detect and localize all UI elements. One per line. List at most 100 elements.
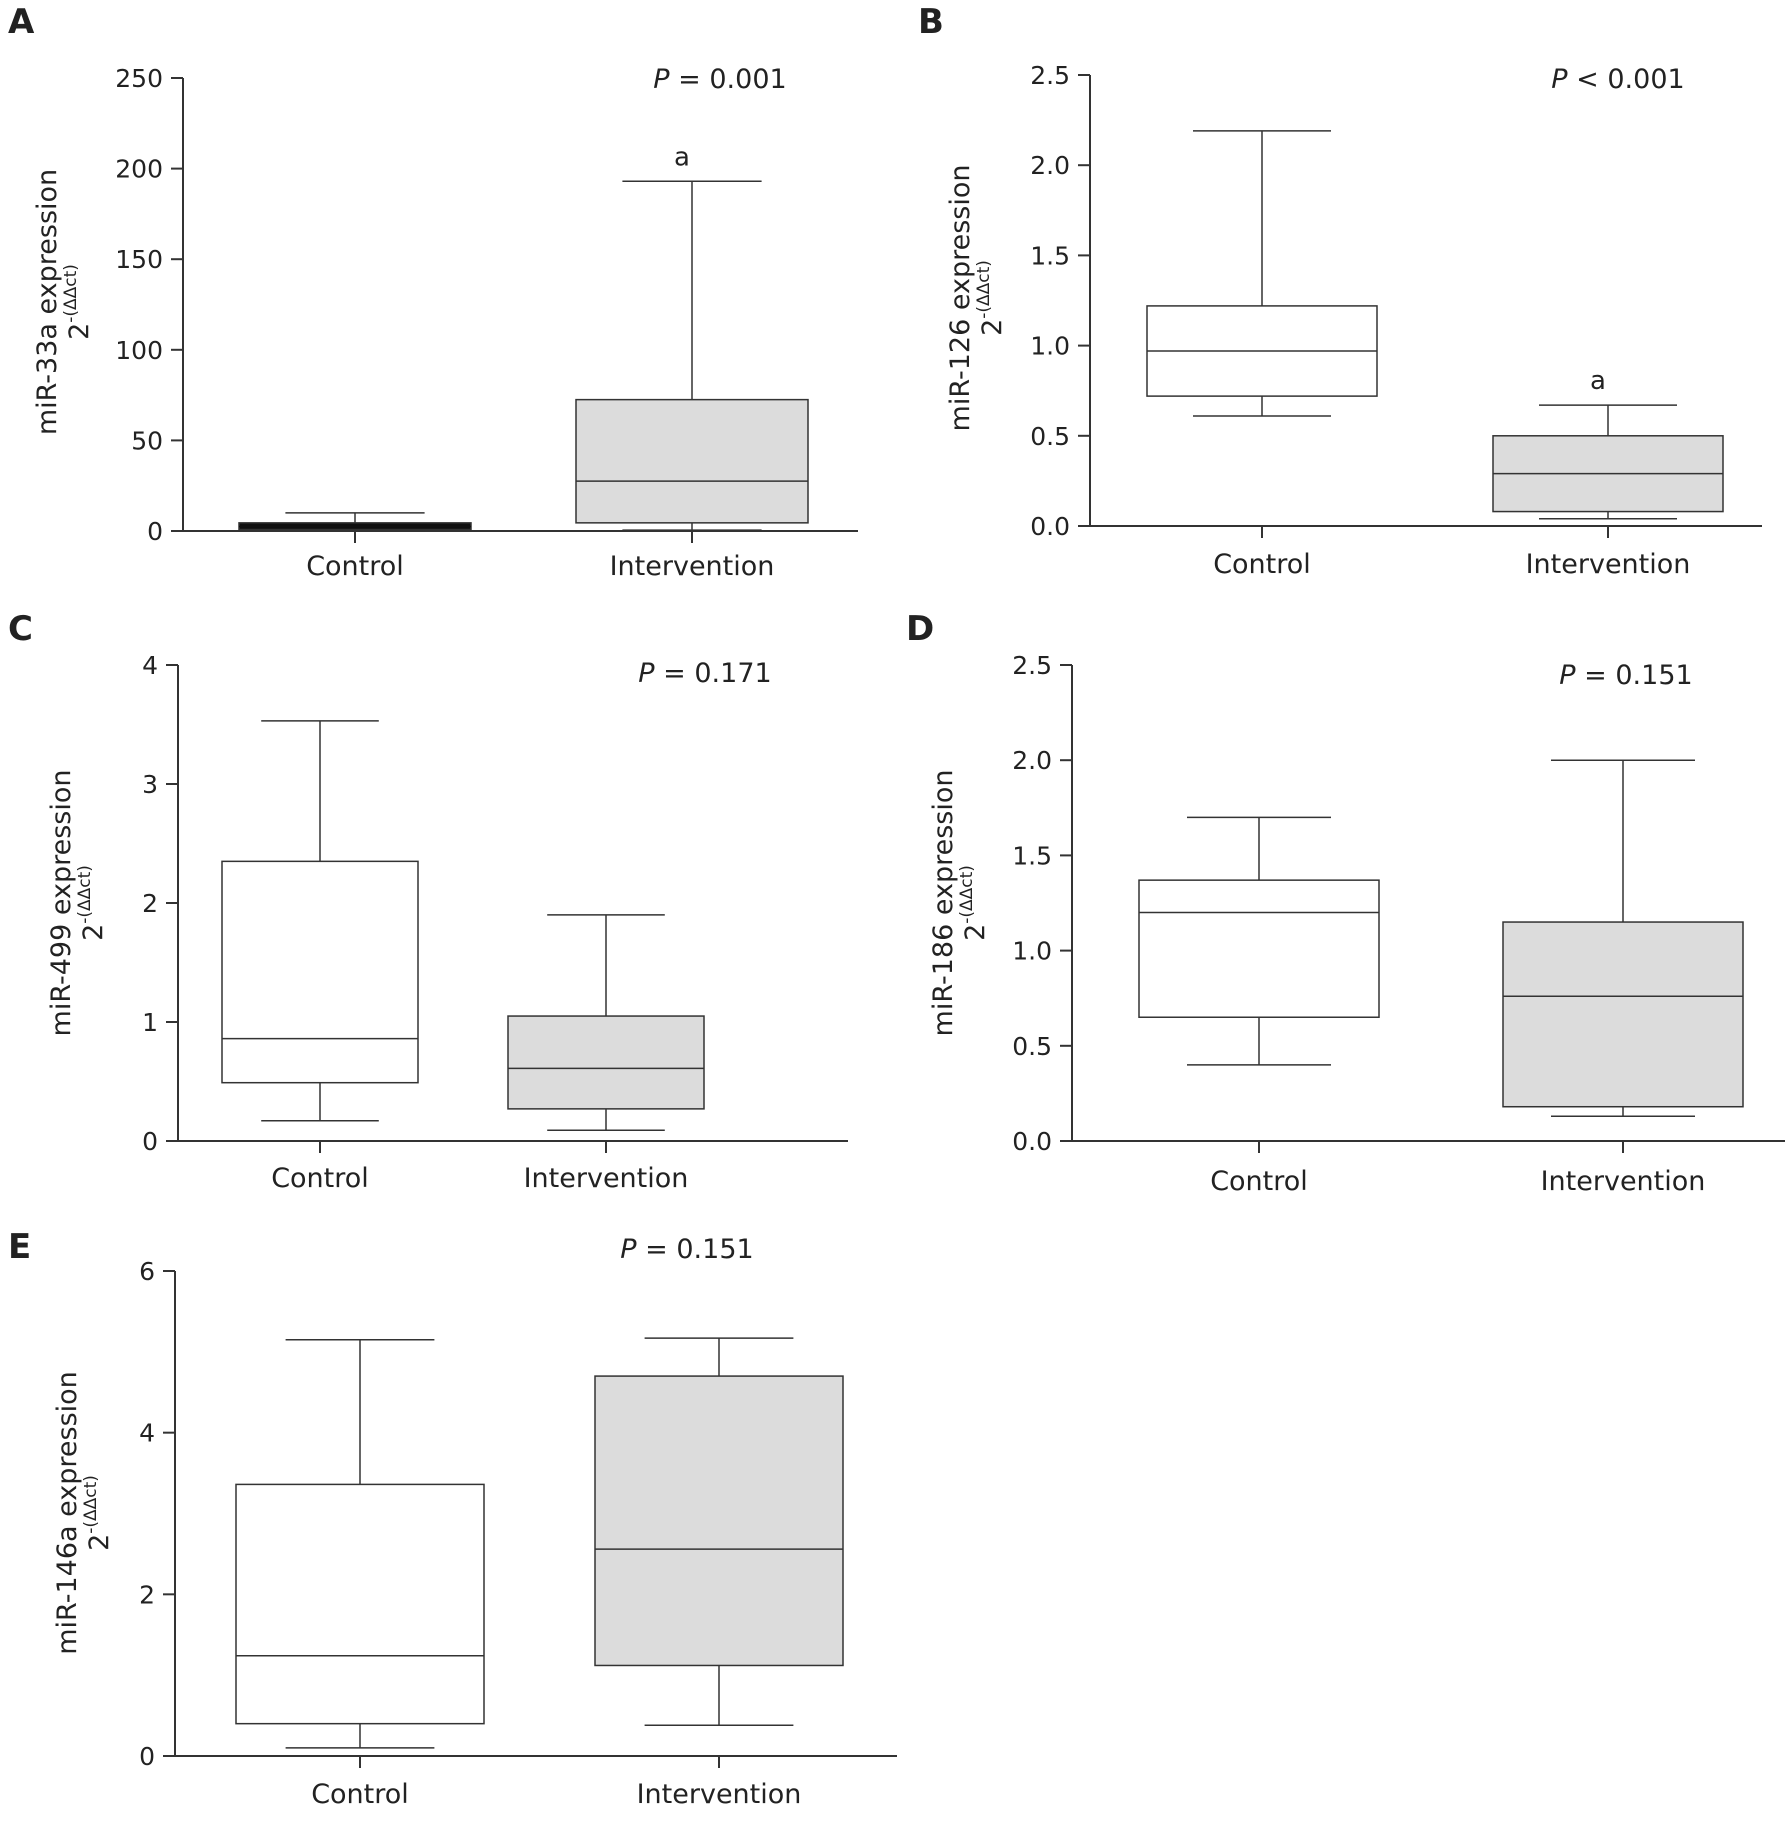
y-axis-formula: 2-(ΔΔct) [81,1475,115,1551]
formula-superscript: -(ΔΔct) [957,865,977,924]
significance-mark: a [674,142,690,172]
p-value-text: < 0.001 [1568,64,1685,95]
iqr-box [221,860,419,1084]
p-symbol: P [1551,64,1568,95]
y-tick-label: 1.5 [1012,841,1052,870]
x-category-label: Control [1210,1166,1308,1197]
y-axis-title: miR-146a expression [52,1371,83,1655]
y-tick-label: 0 [139,1742,155,1771]
panel-letter: C [8,609,33,649]
panel-letter: A [8,2,35,42]
y-axis-title: miR-499 expression [46,770,77,1037]
p-value-text: = 0.151 [1576,660,1693,691]
iqr-box [575,398,809,524]
y-axis-label: miR-499 expression 2-(ΔΔct) [46,770,109,1037]
p-symbol: P [620,1234,637,1265]
y-tick-label: 1.0 [1030,332,1070,361]
y-tick-label: 1.0 [1012,937,1052,966]
p-value-label: P = 0.151 [620,1234,753,1265]
y-tick-label: 200 [115,155,163,184]
box-intervention [1502,759,1744,1117]
box-intervention [507,914,705,1132]
x-category-label: Control [306,551,404,582]
box-control [1138,816,1380,1066]
y-axis-title: miR-33a expression [32,169,63,435]
y-tick-label: 2 [139,1580,155,1609]
box-intervention: a [575,142,809,531]
y-axis-label: miR-33a expression 2-(ΔΔct) [32,169,95,435]
y-axis-title: miR-126 expression [945,165,976,432]
y-tick-label: 150 [115,245,163,274]
panel-b: B 0.0 0.5 1.0 1.5 2.0 2.5 Control Intervention a P… [918,2,1762,580]
p-value-text: = 0.001 [670,64,787,95]
p-value-label: P = 0.171 [638,658,771,689]
y-axis-label: miR-126 expression 2-(ΔΔct) [945,165,1008,432]
box-intervention [594,1337,844,1727]
x-category-label: Control [1213,549,1311,580]
y-tick-label: 3 [142,770,158,799]
y-tick-label: 6 [139,1257,155,1286]
formula-superscript: -(ΔΔct) [81,1475,101,1534]
iqr-box [1502,921,1744,1108]
p-symbol: P [638,658,655,689]
x-category-label: Control [311,1779,409,1810]
y-tick-label: 0 [142,1127,158,1156]
p-value-label: P = 0.001 [653,64,786,95]
y-tick-label: 100 [115,336,163,365]
p-value-text: = 0.171 [655,658,772,689]
y-tick-label: 0.0 [1030,512,1070,541]
iqr-box [235,1483,485,1725]
y-tick-label: 0.5 [1012,1032,1052,1061]
significance-mark: a [1590,366,1606,396]
formula-base: 2 [960,924,991,941]
iqr-box [1138,879,1380,1018]
y-tick-label: 2.0 [1030,151,1070,180]
p-value-label: P = 0.151 [1559,660,1692,691]
y-axis-formula: 2-(ΔΔct) [974,260,1008,336]
y-tick-label: 50 [131,426,163,455]
p-symbol: P [1559,660,1576,691]
formula-superscript: -(ΔΔct) [75,865,95,924]
y-axis-formula: 2-(ΔΔct) [957,865,991,941]
panel-a: A 0 50 100 150 200 250 Control Intervention a P = … [8,2,858,582]
y-tick-label: 4 [139,1419,155,1448]
box-intervention: a [1492,366,1724,520]
y-tick-label: 2.5 [1012,651,1052,680]
y-tick-label: 4 [142,651,158,680]
formula-base: 2 [64,323,95,340]
x-category-label: Intervention [524,1163,689,1194]
iqr-box [594,1375,844,1667]
y-axis-formula: 2-(ΔΔct) [61,264,95,340]
panel-e: E 0 2 4 6 Control Intervention P = 0.151 miR-146… [8,1227,897,1810]
panel-letter: E [8,1227,31,1267]
y-tick-label: 0 [147,517,163,546]
x-category-label: Control [271,1163,369,1194]
box-control [235,1338,485,1749]
y-tick-label: 2.0 [1012,746,1052,775]
y-tick-label: 1.5 [1030,241,1070,270]
x-category-label: Intervention [637,1779,802,1810]
panel-c: C 0 1 2 3 4 Control Intervention P = 0.171 miR-49… [8,609,848,1194]
y-axis-label: miR-146a expression 2-(ΔΔct) [52,1371,115,1655]
panel-letter: B [918,2,944,42]
formula-superscript: -(ΔΔct) [974,260,994,319]
y-tick-label: 0.0 [1012,1127,1052,1156]
y-axis-title: miR-186 expression [928,770,959,1037]
iqr-box [507,1015,705,1110]
x-category-label: Intervention [1541,1166,1706,1197]
box-control [1146,130,1378,417]
p-value-label: P < 0.001 [1551,64,1684,95]
y-tick-label: 2.5 [1030,61,1070,90]
formula-superscript: -(ΔΔct) [61,264,81,323]
y-tick-label: 0.5 [1030,422,1070,451]
y-axis-formula: 2-(ΔΔct) [75,865,109,941]
formula-base: 2 [84,1534,115,1551]
y-tick-label: 2 [142,889,158,918]
y-tick-label: 250 [115,64,163,93]
p-value-text: = 0.151 [637,1234,754,1265]
x-category-label: Intervention [610,551,775,582]
box-control [238,512,472,532]
x-category-label: Intervention [1526,549,1691,580]
panel-letter: D [906,609,934,649]
